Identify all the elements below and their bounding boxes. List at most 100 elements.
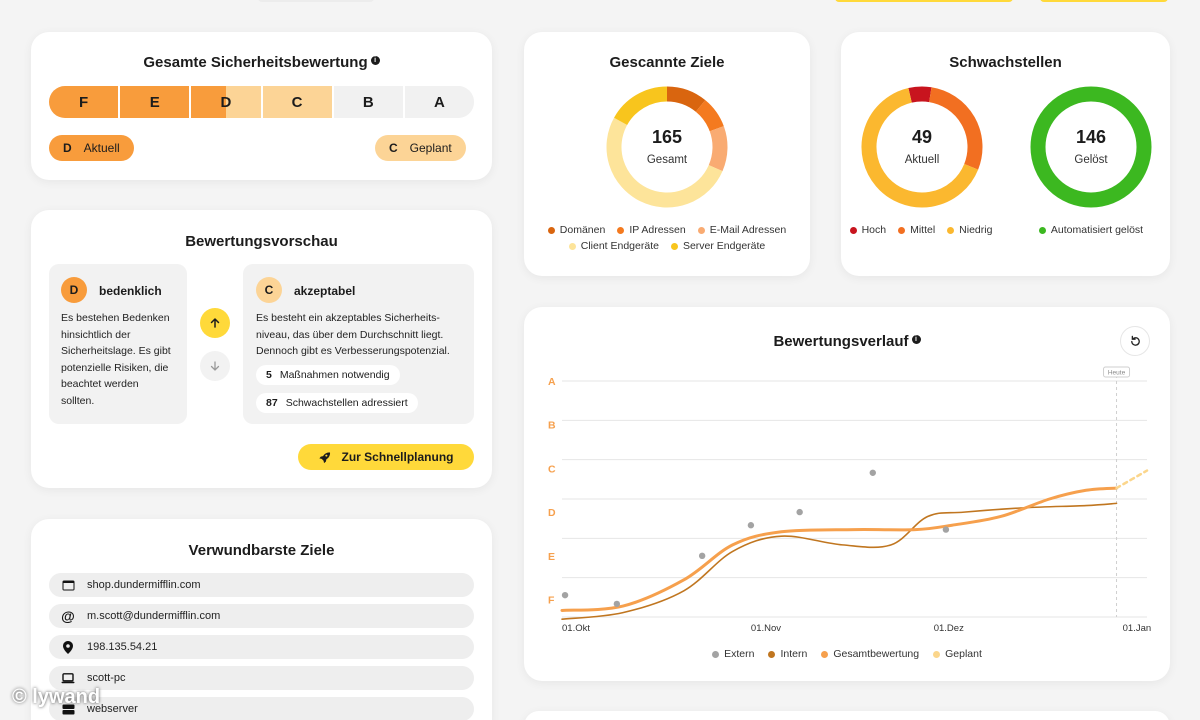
- today-badge: [1103, 366, 1131, 378]
- legend-item-medium: Mittel: [898, 224, 935, 236]
- planned-grade-letter: C: [389, 141, 398, 155]
- legend-item-high: Hoch: [849, 224, 887, 236]
- location-pin-icon: [61, 640, 75, 654]
- target-rating-name: akzeptabel: [294, 284, 356, 298]
- grade-segment-a: A: [402, 86, 474, 118]
- legend-item-overall: Gesamtbewertung: [821, 648, 919, 660]
- current-desc-line: Es bestehen Bedenken: [61, 312, 170, 324]
- external-point: [869, 469, 876, 476]
- external-point: [698, 552, 706, 560]
- resolved-ring: [1030, 86, 1152, 208]
- arrow-down-button[interactable]: [200, 351, 230, 381]
- arrow-up-icon: [210, 317, 220, 328]
- list-item[interactable]: scott-pc: [49, 666, 474, 690]
- list-item[interactable]: webserver: [49, 697, 474, 720]
- current-vulns-total: 49: [911, 127, 933, 147]
- y-tick-label: F: [548, 595, 555, 607]
- y-tick-label: D: [548, 507, 556, 519]
- rating-history-chart: F E D C B A 01.Okt 01.Nov 01.Dez 01.Jan Heute: [548, 366, 1152, 634]
- current-vulns-donut: [861, 86, 983, 208]
- top-stub-right-2: [1040, 0, 1168, 2]
- info-icon[interactable]: i: [370, 56, 380, 65]
- legend-item-ip-addresses: IP Adressen: [617, 224, 686, 236]
- donut-segment-3: [606, 117, 723, 208]
- target-desc-line: niveau, das über dem Durchschnitt liegt.: [256, 328, 444, 341]
- legend-label: Mittel: [910, 224, 936, 236]
- x-tick-label: 01.Okt: [562, 623, 590, 634]
- at-icon: @: [61, 608, 75, 624]
- current-desc-line: hinsichtlich der: [61, 328, 131, 341]
- x-tick-label: 01.Jan: [1123, 623, 1152, 634]
- resolved-vulns-legend: Automatisiert gelöst: [1021, 224, 1161, 236]
- top-stub-right-1: [835, 0, 1013, 2]
- y-tick-label: E: [548, 551, 555, 563]
- current-grade-pill[interactable]: D Aktuell: [49, 135, 134, 161]
- grade-segment-d: D: [189, 86, 261, 118]
- target-desc-line: Es besteht ein akzeptables Sicherheits-: [256, 312, 440, 324]
- current-vulns-label: Aktuell: [904, 154, 940, 166]
- current-desc-line: sollten.: [61, 394, 95, 407]
- legend-item-email-addresses: E-Mail Adressen: [697, 224, 786, 236]
- rating-history-card: Bewertungsverlauf i F E D C B A 01.Okt 01.Nov 01.…: [524, 307, 1170, 681]
- resolved-vulns-donut: [1030, 86, 1152, 208]
- current-rating-box: D bedenklich Es bestehen Bedenken hinsic…: [49, 264, 187, 424]
- scanned-total-label: Gesamt: [646, 154, 688, 166]
- target-label: scott-pc: [87, 672, 126, 684]
- list-item[interactable]: @ m.scott@dundermifflin.com: [49, 604, 474, 628]
- legend-label: Automatisiert gelöst: [1050, 224, 1144, 236]
- scanned-targets-card: Gescannte Ziele 165 Gesamt Domänen IP Ad…: [524, 32, 810, 276]
- current-rating-name: bedenklich: [99, 284, 162, 298]
- vulns-addressed-pill: 87 Schwachstellen adressiert: [256, 393, 418, 413]
- target-label: m.scott@dundermifflin.com: [87, 610, 221, 622]
- legend-item-planned: Geplant: [933, 648, 982, 660]
- vulnerabilities-card: Schwachstellen 49 Aktuell 146 Gelöst Hoc…: [841, 32, 1170, 276]
- legend-label: Intern: [780, 648, 808, 660]
- scanned-targets-donut: [606, 86, 728, 208]
- donut-segment-2: [861, 88, 979, 208]
- legend-item-client-devices: Client Endgeräte: [568, 240, 659, 252]
- external-point: [942, 526, 950, 533]
- current-desc-line: Sicherheitslage. Es gibt: [61, 345, 171, 357]
- grade-label-a: A: [434, 93, 445, 111]
- current-rating-description: Es bestehen Bedenken hinsichtlich der Si…: [61, 310, 185, 409]
- grade-segment-f: F: [49, 86, 119, 118]
- current-vulns-legend: Hoch Mittel Niedrig: [846, 224, 996, 236]
- scanned-targets-legend: Domänen IP Adressen E-Mail Adressen Clie…: [534, 224, 800, 252]
- reset-button[interactable]: [1120, 326, 1150, 356]
- current-grade-letter: D: [63, 141, 72, 155]
- info-icon[interactable]: i: [911, 335, 921, 344]
- legend-item-auto-resolved: Automatisiert gelöst: [1038, 224, 1144, 236]
- series-line-3: [1115, 469, 1149, 490]
- scanned-total: 165: [651, 127, 683, 147]
- legend-label: IP Adressen: [629, 224, 686, 236]
- target-label: webserver: [87, 703, 138, 715]
- quick-planning-button[interactable]: Zur Schnellplanung: [298, 444, 474, 470]
- browser-window-icon: [61, 580, 75, 591]
- scanned-targets-title: Gescannte Ziele: [609, 54, 725, 71]
- grade-segment-e: E: [118, 86, 190, 118]
- external-point: [796, 508, 803, 516]
- security-rating-card: Gesamte Sicherheitsbewertung i F E D C B …: [31, 32, 492, 180]
- donut-segment-1: [928, 87, 983, 170]
- laptop-icon: [61, 672, 75, 684]
- target-label: shop.dundermifflin.com: [87, 579, 201, 591]
- legend-label: Hoch: [861, 224, 887, 236]
- rating-preview-card: Bewertungsvorschau D bedenklich Es beste…: [31, 210, 492, 488]
- current-rating-badge: D: [61, 277, 87, 303]
- measures-needed-label: Maßnahmen notwendig: [279, 369, 390, 381]
- arrow-up-button[interactable]: [200, 308, 230, 338]
- legend-label: Extern: [724, 648, 755, 660]
- legend-label: Gesamtbewertung: [833, 648, 920, 660]
- target-label: 198.135.54.21: [87, 641, 158, 653]
- planned-grade-pill[interactable]: C Geplant: [375, 135, 466, 161]
- rocket-icon: [319, 451, 331, 463]
- grade-label-c: C: [291, 93, 303, 111]
- x-tick-label: 01.Dez: [934, 623, 964, 634]
- resolved-vulns-label: Gelöst: [1074, 154, 1108, 166]
- planned-grade-label: Geplant: [409, 141, 452, 155]
- list-item[interactable]: shop.dundermifflin.com: [49, 573, 474, 597]
- grade-segment-b: B: [331, 86, 403, 118]
- security-rating-title-text: Gesamte Sicherheitsbewertung: [143, 54, 368, 71]
- list-item[interactable]: 198.135.54.21: [49, 635, 474, 659]
- measures-needed-count: 5: [266, 369, 272, 381]
